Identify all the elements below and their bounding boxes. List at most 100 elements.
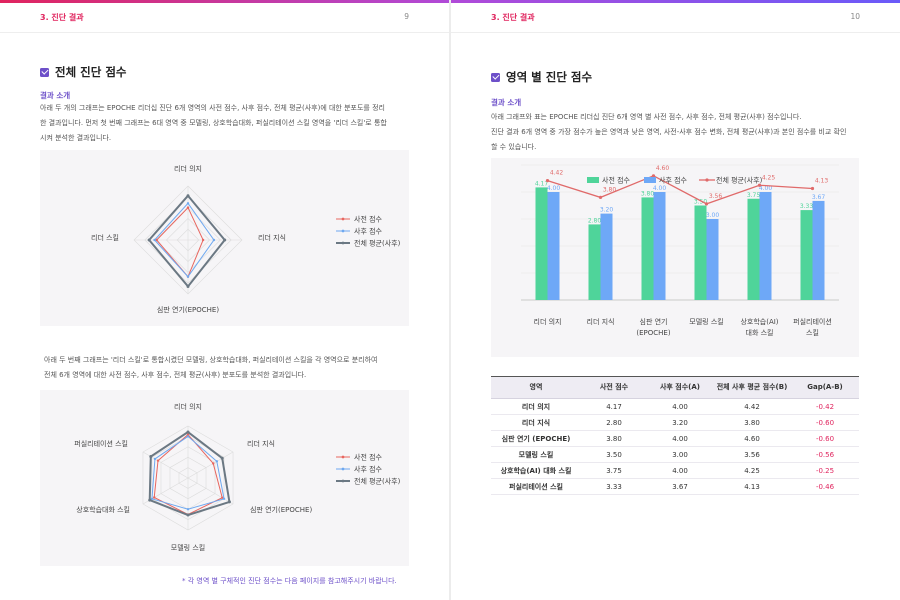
table-cell: 3.80 xyxy=(713,414,791,431)
radar-axis-label: 리더 의지 xyxy=(174,402,202,411)
section-title: 3. 진단 결과 xyxy=(491,13,535,22)
left-page: 3. 진단 결과 9 전체 진단 점수 결과 소개 아래 두 개의 그래프는 E… xyxy=(0,0,449,600)
table-cell: 4.17 xyxy=(581,398,647,415)
bar xyxy=(800,210,813,300)
category-label: 모델링 스킬 xyxy=(689,318,723,326)
radar-point xyxy=(221,496,224,499)
radar-axis-label: 심판 연기(EPOCHE) xyxy=(157,305,219,314)
average-point xyxy=(704,202,709,206)
table-cell: 리더 의지 xyxy=(491,398,581,415)
bar xyxy=(653,192,666,300)
table-row: 퍼실리테이션 스킬 3.33 3.67 4.13 -0.46 xyxy=(491,478,859,495)
column-header: 사전 점수 xyxy=(581,376,647,399)
average-data-label: 4.13 xyxy=(815,177,829,184)
bar xyxy=(535,187,548,300)
table-body: 리더 의지 4.17 4.00 4.42 -0.42 리더 지식 2.80 3.20 3.80-… xyxy=(491,398,859,495)
bar-data-label: 3.67 xyxy=(812,194,826,201)
table-row: 리더 지식 2.80 3.20 3.80 -0.60 xyxy=(491,414,859,431)
radar-point xyxy=(227,500,231,504)
radar-axis-label: 리더 의지 xyxy=(174,164,202,173)
top-accent-bar xyxy=(0,0,449,3)
bar-data-label: 4.00 xyxy=(653,185,667,192)
table-cell: 3.67 xyxy=(647,478,713,495)
right-page: 3. 진단 결과 10 영역 별 진단 점수 결과 소개 아래 그래프와 표는 … xyxy=(451,0,900,600)
radar-chart-panel-1: 리더 의지 리더 지식 심판 연기(EPOCHE) 리더 스킬 사전 점수 사후 점수 전체… xyxy=(40,150,409,326)
average-data-label: 4.42 xyxy=(550,170,564,177)
bar xyxy=(759,192,772,300)
bar-data-label: 3.00 xyxy=(706,212,720,219)
bar-data-label: 3.75 xyxy=(747,192,761,199)
table-cell: 3.75 xyxy=(581,462,647,479)
table-cell: 퍼실리테이션 스킬 xyxy=(491,478,581,495)
radar-point xyxy=(153,496,156,499)
table-cell: 리더 지식 xyxy=(491,414,581,431)
bar xyxy=(747,198,760,300)
radar-point xyxy=(212,462,215,465)
radar-point xyxy=(186,433,190,436)
average-data-label: 4.25 xyxy=(762,174,776,181)
table-cell: 3.80 xyxy=(581,430,647,447)
radar-spoke xyxy=(187,451,234,479)
column-header: 사후 점수(A) xyxy=(647,376,713,399)
radar-point xyxy=(186,513,190,517)
bar-data-label: 3.50 xyxy=(694,199,708,206)
bar xyxy=(706,219,719,300)
legend-entry: 사전 점수 xyxy=(354,215,383,224)
average-data-label: 4.60 xyxy=(656,165,670,172)
intro-paragraph: 아래 그래프와 표는 EPOCHE 리더십 진단 6개 영역 별 사전 점수, … xyxy=(491,110,863,155)
radar-axis-label: 모델링 스킬 xyxy=(171,544,205,552)
radar-point xyxy=(156,459,160,462)
table-cell: 3.00 xyxy=(647,446,713,463)
text-line: 한 결과입니다. 먼저 첫 번째 그래프는 6대 영역 중 모델링, 상호학습대… xyxy=(40,119,387,127)
average-data-label: 3.56 xyxy=(709,193,723,200)
table-row: 모델링 스킬 3.50 3.00 3.56 -0.56 xyxy=(491,446,859,463)
radar-axis-label: 퍼실리테이션 스킬 xyxy=(74,439,128,448)
radar-series-1 xyxy=(156,206,204,278)
legend-entry: 사후 점수 xyxy=(354,465,383,474)
bar xyxy=(547,192,560,300)
bar-data-label: 2.80 xyxy=(588,217,602,224)
table-cell: 4.00 xyxy=(647,462,713,479)
table-cell: -0.56 xyxy=(791,446,859,463)
radar-point xyxy=(215,460,219,463)
average-data-label: 3.80 xyxy=(603,186,617,193)
page-heading: 영역 별 진단 점수 xyxy=(491,69,592,85)
text-line: 아래 그래프와 표는 EPOCHE 리더십 진단 6개 영역 별 사전 점수, … xyxy=(491,113,802,121)
radar-axis-label: 리더 스킬 xyxy=(91,233,119,242)
table-cell: 3.33 xyxy=(581,478,647,495)
footnote: * 각 영역 별 구체적인 진단 점수는 다음 페이지를 참고해주시기 바랍니다… xyxy=(182,577,397,585)
radar-point xyxy=(212,238,216,242)
radar-axis-label: 심판 연기(EPOCHE) xyxy=(250,505,312,514)
category-label: 대화 스킬 xyxy=(746,329,774,337)
text-line: 전체 6개 영역에 대한 사전 점수, 사후 점수, 전체 평균(사후) 분포도… xyxy=(44,371,307,379)
legend-entry: 사전 점수 xyxy=(602,176,631,185)
radar-point xyxy=(186,435,190,438)
average-line xyxy=(547,175,813,205)
legend-entry: 전체 평균(사후) xyxy=(716,176,763,185)
page-header: 3. 진단 결과 10 xyxy=(451,3,900,33)
radar-point xyxy=(220,456,224,460)
page-header: 3. 진단 결과 9 xyxy=(0,3,449,33)
legend-swatch xyxy=(644,177,656,183)
bar-data-label: 4.17 xyxy=(535,180,549,187)
table-cell: 4.13 xyxy=(713,478,791,495)
bar-data-label: 3.20 xyxy=(600,207,614,214)
bar-data-label: 4.00 xyxy=(759,185,773,192)
legend-swatch-dot xyxy=(341,217,345,221)
radar-spoke xyxy=(187,477,234,505)
bar xyxy=(588,224,601,300)
legend-entry: 전체 평균(사후) xyxy=(354,477,401,486)
radar-point xyxy=(150,497,154,500)
category-label: 퍼실리테이션 xyxy=(793,317,832,326)
average-point xyxy=(651,174,656,178)
category-label: 심판 연기 xyxy=(640,317,668,326)
subheading: 결과 소개 xyxy=(491,98,522,107)
radar-point xyxy=(186,194,190,198)
text-line: 할 수 있습니다. xyxy=(491,143,537,151)
bar-line-chart: 4.17 2.80 3.80 3.50 3.75 3.33 4.00 3.20 4.00 3.00… xyxy=(521,164,839,337)
table-cell: -0.42 xyxy=(791,398,859,415)
legend-swatch-dot xyxy=(341,467,345,471)
page-heading-text: 영역 별 진단 점수 xyxy=(506,70,593,84)
radar-point xyxy=(223,238,227,242)
intro-paragraph: 아래 두 개의 그래프는 EPOCHE 리더십 진단 6개 영역의 사전 점수,… xyxy=(40,101,412,146)
